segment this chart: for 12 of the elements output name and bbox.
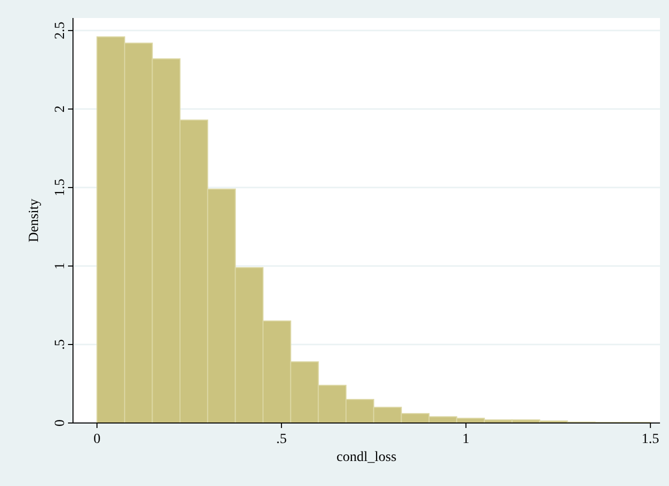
y-tick-label: 2.5 [53, 22, 68, 40]
x-axis-title: condl_loss [336, 450, 396, 465]
x-tick-label: 1 [462, 432, 470, 447]
y-tick-label: 1 [53, 262, 68, 270]
y-tick-label: 2 [53, 106, 68, 113]
y-tick-label: 1.5 [53, 178, 68, 196]
y-axis-title: Density [27, 198, 42, 242]
x-tick-label: 0 [93, 432, 100, 447]
y-tick-label: 0 [53, 420, 68, 426]
y-tick-label: .5 [53, 339, 68, 350]
x-tick-label: 1.5 [642, 432, 660, 447]
x-tick-label: .5 [276, 432, 287, 447]
